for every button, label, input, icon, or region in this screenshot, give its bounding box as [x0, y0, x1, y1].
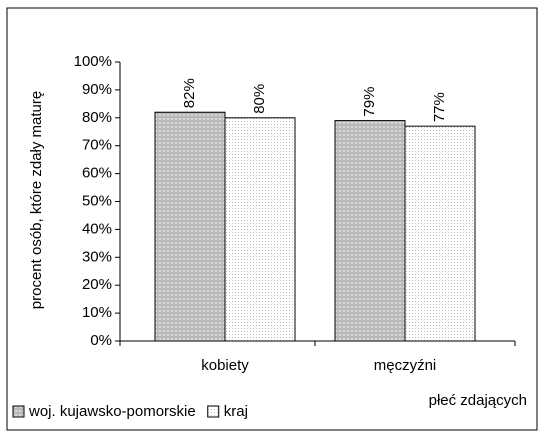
y-tick-label: 90%: [82, 81, 112, 98]
y-tick-label: 20%: [82, 276, 112, 293]
x-tick-label: kobiety: [201, 357, 249, 374]
data-label: 77%: [431, 92, 448, 122]
legend-swatch: [12, 405, 25, 418]
legend-swatch: [207, 405, 220, 418]
data-label: 80%: [251, 84, 268, 114]
y-tick-label: 80%: [82, 109, 112, 126]
y-tick-label: 100%: [74, 53, 112, 70]
x-axis-label: płeć zdających: [429, 392, 527, 409]
y-axis-label: procent osób, które zdały maturę: [28, 91, 45, 309]
legend-label: woj. kujawsko-pomorskie: [28, 403, 196, 420]
bar: [224, 117, 296, 342]
y-tick-label: 70%: [82, 137, 112, 154]
y-tick-label: 40%: [82, 220, 112, 237]
bar: [334, 120, 406, 342]
y-tick-label: 30%: [82, 248, 112, 265]
data-label: 82%: [181, 78, 198, 108]
y-tick-label: 0%: [90, 332, 112, 349]
y-tick-label: 10%: [82, 304, 112, 321]
bar: [404, 125, 476, 342]
y-tick-label: 60%: [82, 165, 112, 182]
bar: [154, 111, 226, 342]
data-label: 79%: [361, 87, 378, 117]
legend-label: kraj: [224, 403, 248, 420]
x-tick-label: męczyźni: [374, 357, 437, 374]
y-tick-label: 50%: [82, 192, 112, 209]
